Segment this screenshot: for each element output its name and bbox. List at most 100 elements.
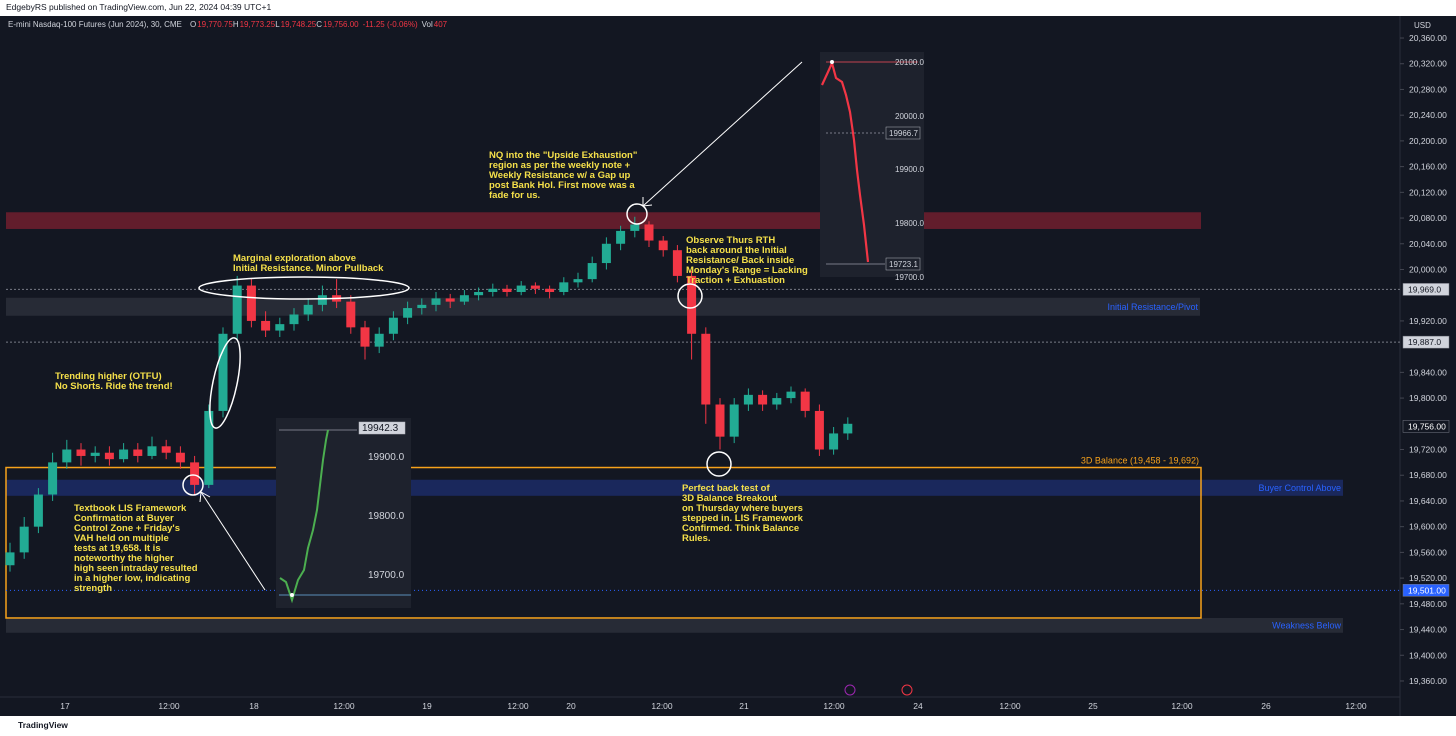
annotation-line: stepped in. LIS Framework	[682, 513, 804, 524]
zone	[6, 617, 1343, 633]
price-tick-label: 20,160.00	[1409, 162, 1447, 172]
vol-key: Vol	[422, 20, 433, 29]
candle-body	[403, 308, 413, 318]
price-tick-label: 20,360.00	[1409, 33, 1447, 43]
time-tick-label: 12:00	[651, 701, 673, 711]
candle-body	[814, 410, 824, 450]
zone-label: Initial Resistance/Pivot	[1107, 302, 1198, 312]
time-tick-label: 12:00	[1345, 701, 1367, 711]
inset-label: 19900.0	[895, 165, 924, 174]
price-marker-bg	[1402, 335, 1450, 349]
price-tick-label: 19,680.00	[1409, 470, 1447, 480]
candle-body	[459, 295, 469, 302]
zone	[6, 212, 1201, 229]
candle-body	[133, 449, 143, 456]
annotation-line: Traction + Exhuastion	[686, 275, 785, 286]
ohlc-key: L	[275, 20, 280, 29]
price-tick-label: 19,720.00	[1409, 445, 1447, 455]
candle-body	[687, 275, 697, 334]
candle-body	[76, 449, 86, 456]
inset-price	[821, 59, 870, 263]
inset-dot	[290, 593, 294, 597]
candle-body	[289, 314, 299, 325]
candle-body	[658, 240, 668, 251]
circle	[677, 283, 703, 309]
price-tick-label: 20,200.00	[1409, 136, 1447, 146]
footer-brand: TradingView	[18, 720, 68, 730]
candle-body	[701, 333, 711, 405]
candle-body	[90, 452, 100, 456]
inset-label: 19966.7	[889, 129, 918, 138]
inset-label-box	[885, 126, 921, 140]
price-tick-label: 19,400.00	[1409, 650, 1447, 660]
candle-body	[488, 288, 498, 292]
candle-body	[232, 285, 242, 334]
ohlc-key: H	[233, 20, 239, 29]
price-tick-label: 20,240.00	[1409, 110, 1447, 120]
candle-body	[758, 394, 768, 405]
vol: 407	[434, 20, 448, 29]
arrow-head	[642, 197, 653, 207]
price-tick-label: 20,120.00	[1409, 187, 1447, 197]
price-tick-label: 19,360.00	[1409, 676, 1447, 686]
annotation-line: 3D Balance Breakout	[682, 493, 778, 504]
price-tick-label: 19,480.00	[1409, 599, 1447, 609]
time-tick-label: 20	[566, 701, 576, 711]
price-marker-label: 19,501.00	[1408, 585, 1446, 595]
price-tick-label: 19,440.00	[1409, 625, 1447, 635]
candle-body	[843, 423, 853, 434]
ohlc-value: 19,770.75	[197, 20, 233, 29]
candle-body	[33, 494, 43, 527]
price-tick-label: 20,000.00	[1409, 264, 1447, 274]
candle-body	[616, 230, 626, 244]
annotation-line: Monday's Range = Lacking	[686, 265, 808, 276]
time-tick-label: 24	[913, 701, 923, 711]
ellipse	[198, 276, 410, 300]
time-tick-label: 18	[249, 701, 259, 711]
price-tick-label: 20,320.00	[1409, 59, 1447, 69]
candle-body	[303, 304, 313, 315]
event-icon[interactable]	[901, 684, 913, 696]
candle-body	[147, 446, 157, 456]
candle-body	[601, 243, 611, 264]
candle-body	[530, 285, 540, 289]
price-marker-label: 19,969.0	[1408, 284, 1441, 294]
time-tick-label: 12:00	[999, 701, 1021, 711]
annotation-line: Initial Resistance. Minor Pullback	[233, 263, 384, 274]
candle-body	[545, 288, 555, 292]
time-tick-label: 12:00	[507, 701, 529, 711]
candle-body	[175, 452, 185, 463]
candle-body	[573, 279, 583, 283]
candle-body	[417, 304, 427, 309]
ohlc-key: C	[316, 20, 322, 29]
time-tick-label: 12:00	[333, 701, 355, 711]
inset-label: 19700.0	[368, 570, 405, 581]
event-icon[interactable]	[844, 684, 856, 696]
candle-body	[502, 288, 512, 292]
candle-body	[275, 324, 285, 331]
candle-body	[261, 320, 271, 331]
price-tick-label: 20,080.00	[1409, 213, 1447, 223]
candle-body	[630, 224, 640, 231]
candle-body	[19, 526, 29, 553]
candle-body	[119, 449, 129, 460]
annotation-line: Resistance/ Back inside	[686, 255, 794, 266]
annotation-line: in a higher low, indicating	[74, 573, 190, 584]
time-tick-label: 12:00	[158, 701, 180, 711]
ohlc-value: 19,748.25	[281, 20, 317, 29]
annotation-line: Trending higher (OTFU)	[55, 371, 162, 382]
price-marker-bg	[1402, 420, 1450, 433]
time-tick-label: 12:00	[823, 701, 845, 711]
candle-body	[218, 333, 228, 411]
candle-body	[5, 552, 15, 566]
annotation-line: Observe Thurs RTH	[686, 235, 775, 246]
inset-label: 19700.0	[895, 273, 924, 282]
annotation-line: fade for us.	[489, 190, 540, 201]
chart-bg	[0, 16, 1456, 716]
time-tick-label: 17	[60, 701, 70, 711]
inset-label: 20100.0	[895, 58, 924, 67]
candle-body	[204, 410, 214, 485]
candle-body	[374, 333, 384, 347]
time-tick-label: 21	[739, 701, 749, 711]
